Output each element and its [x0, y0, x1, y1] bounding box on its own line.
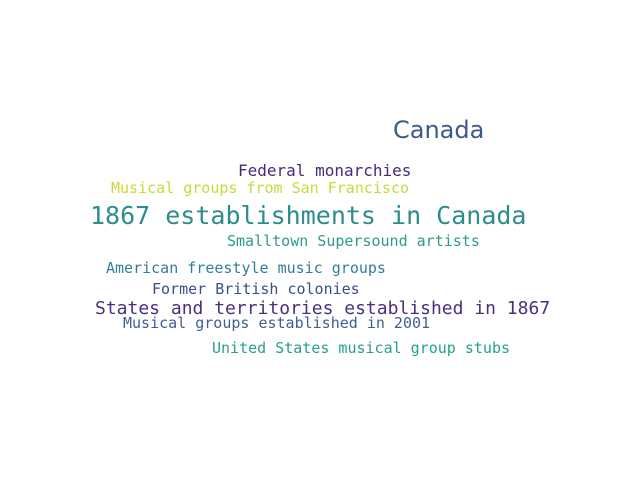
word-us-musical-group-stubs: United States musical group stubs	[212, 339, 511, 357]
word-smalltown-supersound-artists: Smalltown Supersound artists	[227, 232, 480, 250]
word-1867-establishments-canada: 1867 establishments in Canada	[90, 201, 527, 230]
word-canada: Canada	[393, 116, 485, 144]
word-musical-groups-san-francisco: Musical groups from San Francisco	[111, 179, 410, 197]
word-states-territories-1867: States and territories established in 18…	[95, 298, 551, 319]
word-former-british-colonies: Former British colonies	[152, 280, 360, 298]
word-musical-groups-2001: Musical groups established in 2001	[123, 314, 431, 332]
word-american-freestyle-music-groups: American freestyle music groups	[106, 259, 386, 277]
word-federal-monarchies: Federal monarchies	[238, 161, 412, 180]
